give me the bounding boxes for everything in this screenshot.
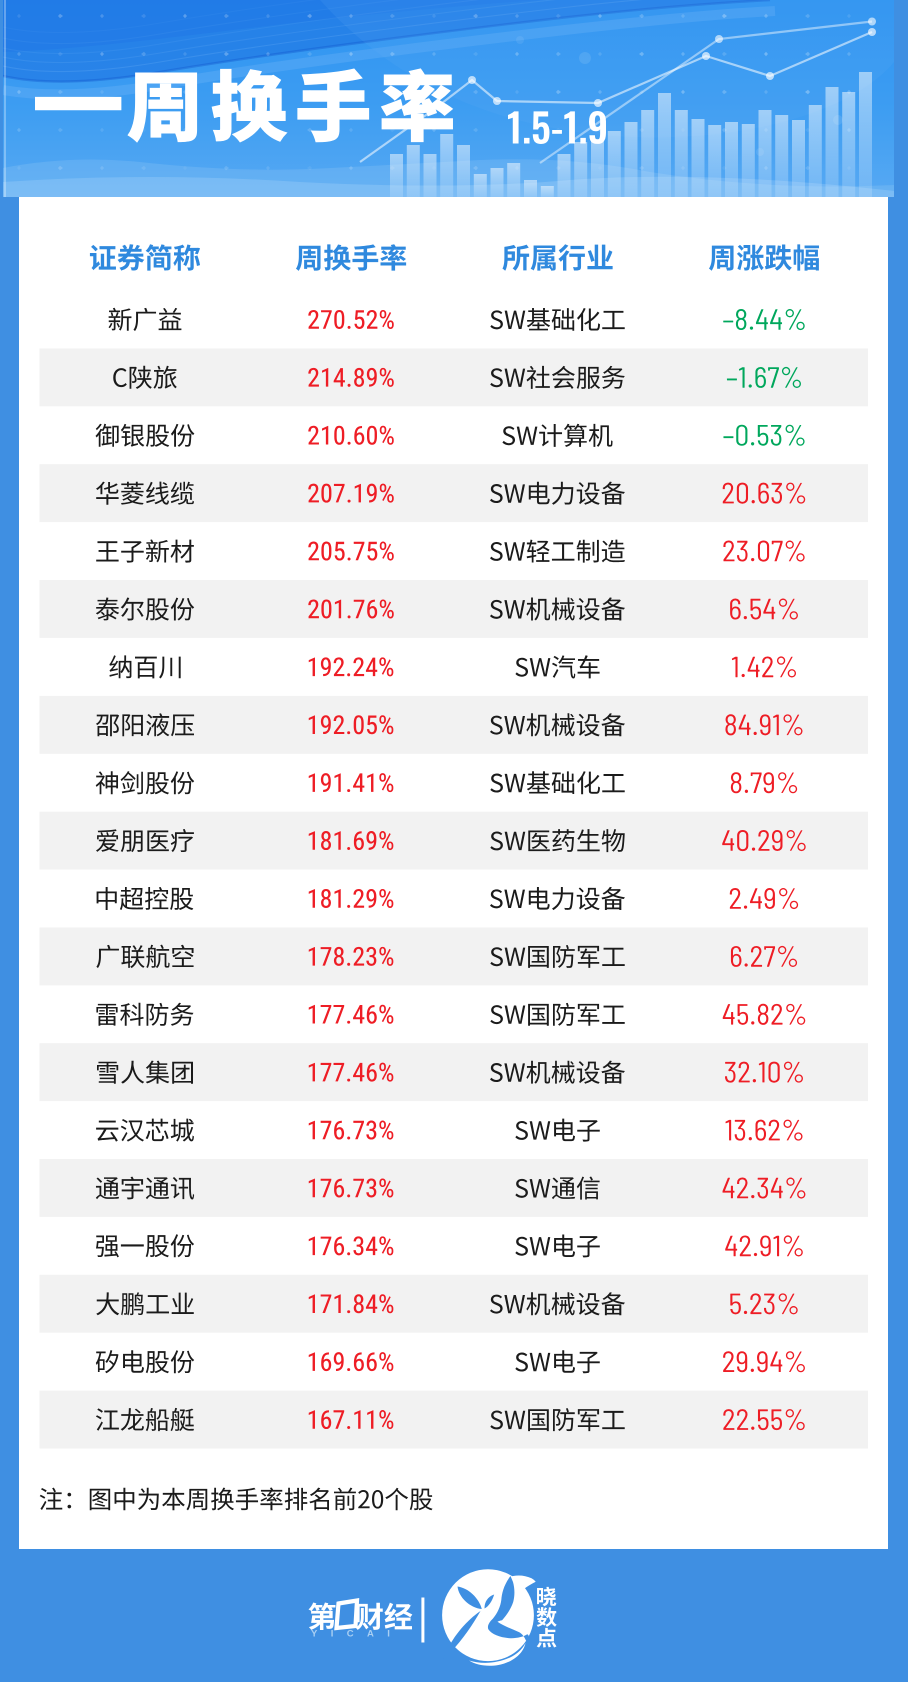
svg-text:YICAI: YICAI — [311, 1629, 403, 1640]
